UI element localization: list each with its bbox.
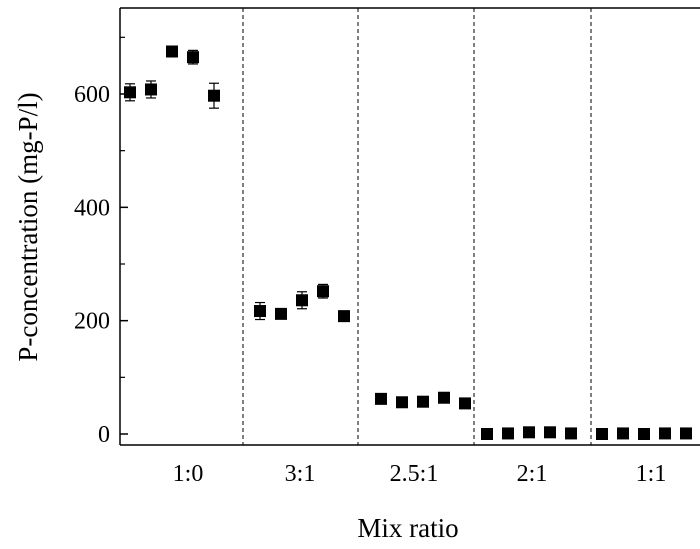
data-point [596,428,608,440]
x-tick-label: 2.5:1 [390,461,439,487]
square-marker [396,396,408,409]
square-marker [596,428,608,440]
data-point [459,397,471,410]
data-point [375,392,387,405]
data-point [638,428,650,440]
data-point [417,395,429,408]
data-point [617,427,629,440]
data-point [338,310,350,323]
data-point [438,391,450,404]
square-marker [565,427,577,440]
data-point [254,301,266,321]
data-point [396,396,408,409]
data-point [502,427,514,440]
data-point [680,427,692,440]
data-point [659,427,671,440]
square-marker [275,307,287,320]
x-axis-label: Mix ratio [357,513,458,543]
x-tick-label: 1:0 [173,461,204,487]
x-tick-label: 3:1 [285,461,316,487]
category-separators [242,8,592,445]
data-point [544,426,556,439]
y-axis-ticks: 0 200 400 600 [74,36,128,448]
square-marker [145,83,157,96]
square-marker [659,427,671,440]
square-marker [317,285,329,298]
data-point [565,427,577,440]
data-point [208,82,220,109]
square-marker [375,392,387,405]
x-tick-label: 1:1 [636,461,667,487]
data-point [124,83,136,102]
square-marker [254,305,266,318]
plot-frame [119,7,700,446]
square-marker [438,391,450,404]
x-tick-label: 2:1 [517,461,548,487]
data-point [296,291,308,310]
square-marker [124,86,136,99]
data-markers [124,45,692,440]
square-marker [680,427,692,440]
data-point [145,80,157,99]
square-marker [502,427,514,440]
square-marker [481,428,493,440]
data-point [166,45,178,58]
square-marker [617,427,629,440]
square-marker [638,428,650,440]
square-marker [459,397,471,410]
y-axis-label: P-concentration (mg-P/l) [13,92,43,361]
data-point [481,428,493,440]
square-marker [166,45,178,58]
square-marker [544,426,556,439]
data-point [187,49,199,65]
square-marker [417,395,429,408]
square-marker [208,89,220,102]
square-marker [523,426,535,439]
data-point [523,426,535,439]
y-tick-label: 600 [74,82,110,108]
square-marker [338,310,350,323]
square-marker [187,51,199,64]
square-marker [296,294,308,307]
y-tick-label: 400 [74,195,110,221]
data-point [317,283,329,299]
y-tick-label: 0 [98,422,110,448]
x-axis-ticks: 1:0 3:1 2.5:1 2:1 1:1 [173,461,667,487]
y-tick-label: 200 [74,309,110,335]
data-point [275,307,287,320]
